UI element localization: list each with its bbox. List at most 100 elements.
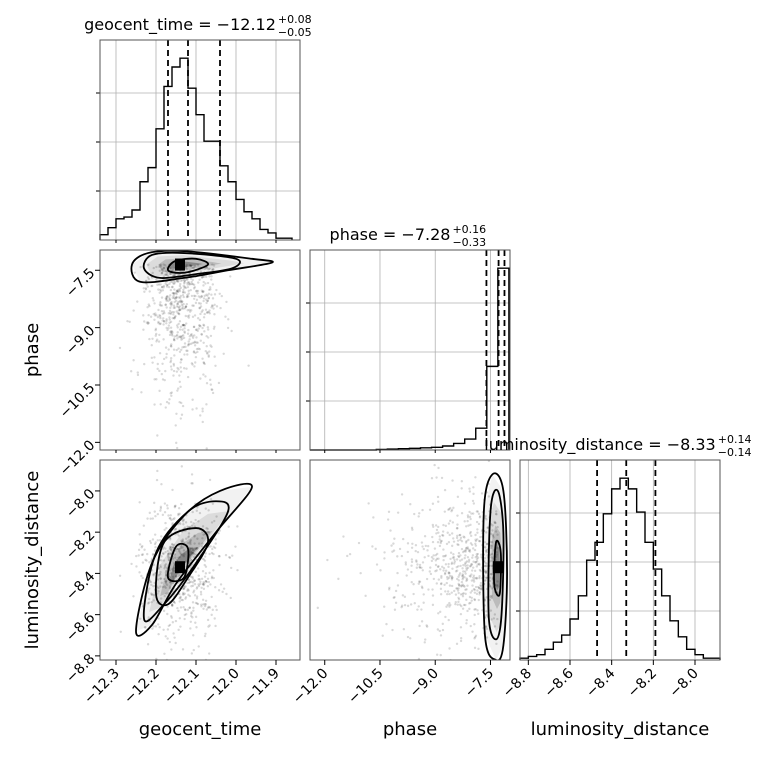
scatter-point <box>444 590 447 593</box>
scatter-point <box>471 556 474 559</box>
scatter-point <box>431 594 435 597</box>
scatter-point <box>431 588 434 591</box>
scatter-point <box>465 588 468 591</box>
scatter-point <box>225 592 228 596</box>
scatter-point <box>160 372 164 376</box>
scatter-point <box>129 370 133 373</box>
scatter-point <box>152 299 155 302</box>
scatter-point <box>189 550 193 554</box>
scatter-point <box>439 634 443 637</box>
scatter-point <box>456 589 460 592</box>
scatter-point <box>164 547 167 550</box>
scatter-point <box>184 608 187 612</box>
scatter-point <box>485 564 488 568</box>
scatter-point <box>213 293 217 296</box>
scatter-point <box>195 336 198 339</box>
scatter-point <box>202 361 206 365</box>
scatter-point <box>236 568 239 572</box>
scatter-point <box>208 571 211 575</box>
scatter-point <box>177 322 180 326</box>
scatter-point <box>181 305 184 308</box>
scatter-point <box>166 637 169 640</box>
contour-line-1 <box>493 539 502 597</box>
scatter-point <box>461 567 464 570</box>
scatter-point <box>480 492 484 495</box>
scatter-point <box>147 303 151 306</box>
scatter-point <box>197 281 200 284</box>
scatter-point <box>191 266 194 270</box>
scatter-point <box>150 593 154 596</box>
scatter-point <box>204 632 207 635</box>
marginal-title: geocent_time = −12.12 +0.08−0.05 <box>84 13 312 39</box>
scatter-point <box>463 549 466 553</box>
scatter-point <box>484 514 487 518</box>
scatter-point <box>177 305 180 309</box>
scatter-point <box>170 302 174 306</box>
scatter-point <box>181 337 184 340</box>
scatter-point <box>224 315 227 318</box>
scatter-point <box>213 546 217 550</box>
scatter-point <box>457 600 460 604</box>
scatter-point <box>160 559 163 562</box>
scatter-point <box>195 290 198 293</box>
scatter-point <box>168 552 171 555</box>
scatter-point <box>195 298 199 302</box>
scatter-point <box>188 546 191 550</box>
scatter-point <box>178 592 181 596</box>
scatter-point <box>178 320 182 323</box>
scatter-point <box>466 516 470 519</box>
scatter-point <box>449 603 452 607</box>
scatter-point <box>159 564 162 567</box>
scatter-point <box>210 278 213 281</box>
scatter-point <box>169 582 173 585</box>
scatter-point <box>193 542 196 545</box>
scatter-point <box>374 547 377 551</box>
scatter-point <box>165 298 168 301</box>
scatter-point <box>187 328 190 332</box>
scatter-point <box>194 547 198 551</box>
scatter-point <box>489 595 492 598</box>
scatter-point <box>464 548 467 552</box>
scatter-point <box>159 288 162 292</box>
scatter-point <box>467 558 471 562</box>
scatter-point <box>401 537 405 541</box>
scatter-point <box>464 572 467 575</box>
scatter-point <box>215 305 219 308</box>
scatter-point <box>181 324 184 327</box>
scatter-point <box>193 534 196 537</box>
scatter-point <box>185 267 189 271</box>
scatter-point <box>432 525 435 528</box>
scatter-point <box>484 564 487 568</box>
scatter-point <box>180 300 184 303</box>
scatter-point <box>193 552 196 556</box>
scatter-point <box>449 506 452 510</box>
scatter-point <box>151 297 155 300</box>
scatter-point <box>161 312 165 315</box>
scatter-point <box>469 530 472 534</box>
scatter-point <box>163 652 166 655</box>
scatter-point <box>149 580 153 584</box>
scatter-point <box>206 527 209 531</box>
scatter-point <box>398 547 402 551</box>
scatter-point <box>191 581 195 584</box>
scatter-point <box>183 331 186 334</box>
scatter-point <box>186 283 189 286</box>
scatter-point <box>190 282 194 286</box>
scatter-point <box>471 554 475 557</box>
scatter-point <box>172 369 176 373</box>
scatter-point <box>417 515 420 518</box>
scatter-point <box>375 563 379 566</box>
y-tick-label: −8.2 <box>63 527 98 562</box>
scatter-point <box>165 352 168 356</box>
scatter-point <box>180 307 184 310</box>
scatter-point <box>473 591 477 594</box>
scatter-point <box>477 647 480 651</box>
scatter-point <box>192 287 196 290</box>
scatter-point <box>152 563 156 567</box>
scatter-point <box>185 263 188 267</box>
scatter-point <box>179 385 182 389</box>
scatter-point <box>495 555 498 559</box>
title-upper-error: +0.08 <box>278 13 312 26</box>
scatter-point <box>171 621 175 624</box>
scatter-point <box>178 350 182 353</box>
